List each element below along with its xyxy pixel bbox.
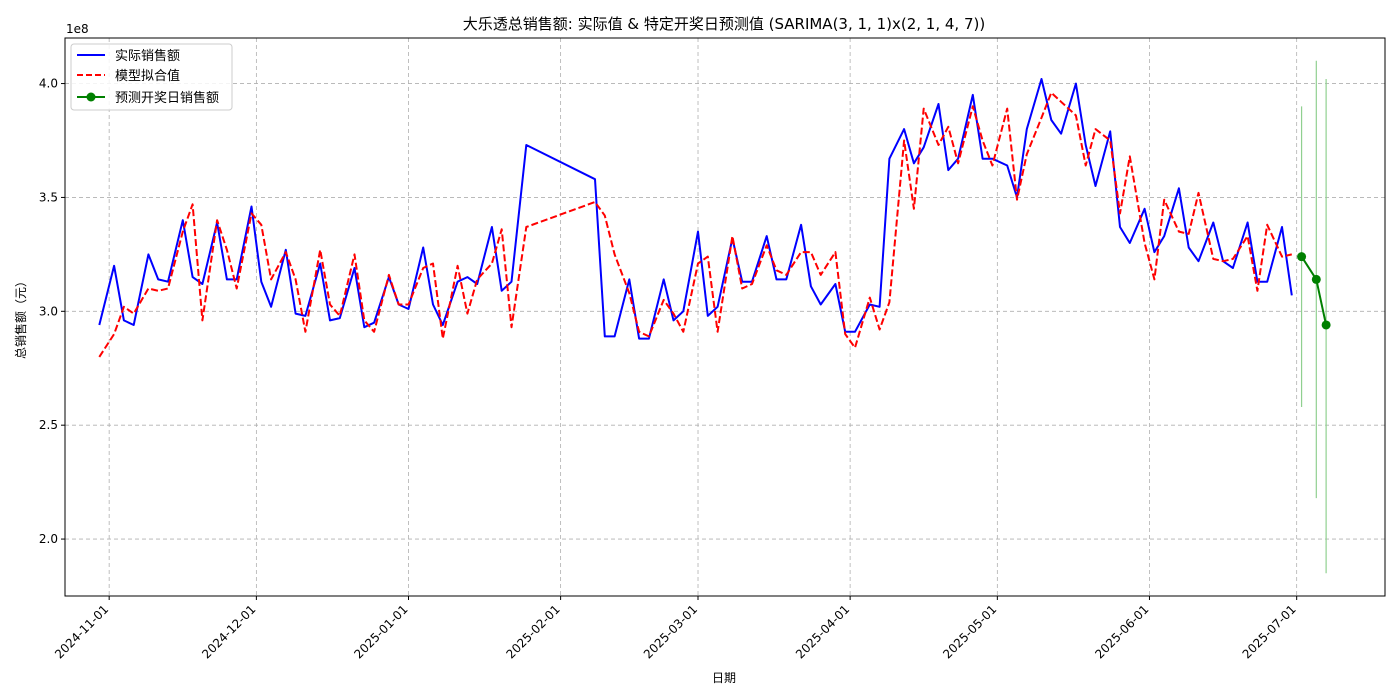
- x-axis-label: 日期: [712, 671, 736, 685]
- legend-label-forecast: 预测开奖日销售额: [115, 90, 219, 106]
- legend-box: [70, 43, 233, 111]
- y-tick-label: 3.5: [39, 190, 58, 204]
- legend-label-fitted: 模型拟合值: [115, 68, 180, 84]
- plot-frame: [64, 37, 1386, 597]
- forecast-markers: [1297, 252, 1331, 330]
- legend-label-actual: 实际销售额: [115, 48, 180, 64]
- y-multiplier-label: 1e8: [66, 22, 89, 36]
- legend: 实际销售额 模型拟合值 预测开奖日销售额: [70, 43, 233, 111]
- grid: [65, 38, 1385, 596]
- y-tick-label: 4.0: [39, 77, 58, 91]
- forecast-point: [1297, 252, 1307, 262]
- forecast-point: [1311, 274, 1321, 284]
- forecast-point: [1321, 320, 1331, 330]
- legend-swatch-forecast-marker: [86, 92, 96, 102]
- y-axis: 2.0 2.5 3.0 3.5 4.0: [39, 77, 65, 546]
- y-tick-label: 3.0: [39, 304, 58, 318]
- y-tick-label: 2.5: [39, 418, 58, 432]
- series-line-actual: [98, 78, 1293, 340]
- series-line-fitted: [98, 91, 1293, 358]
- y-tick-label: 2.0: [39, 532, 58, 546]
- y-axis-label: 总销售额（元）: [13, 275, 28, 359]
- chart-title: 大乐透总销售额: 实际值 & 特定开奖日预测值 (SARIMA(3, 1, 1)…: [463, 15, 985, 33]
